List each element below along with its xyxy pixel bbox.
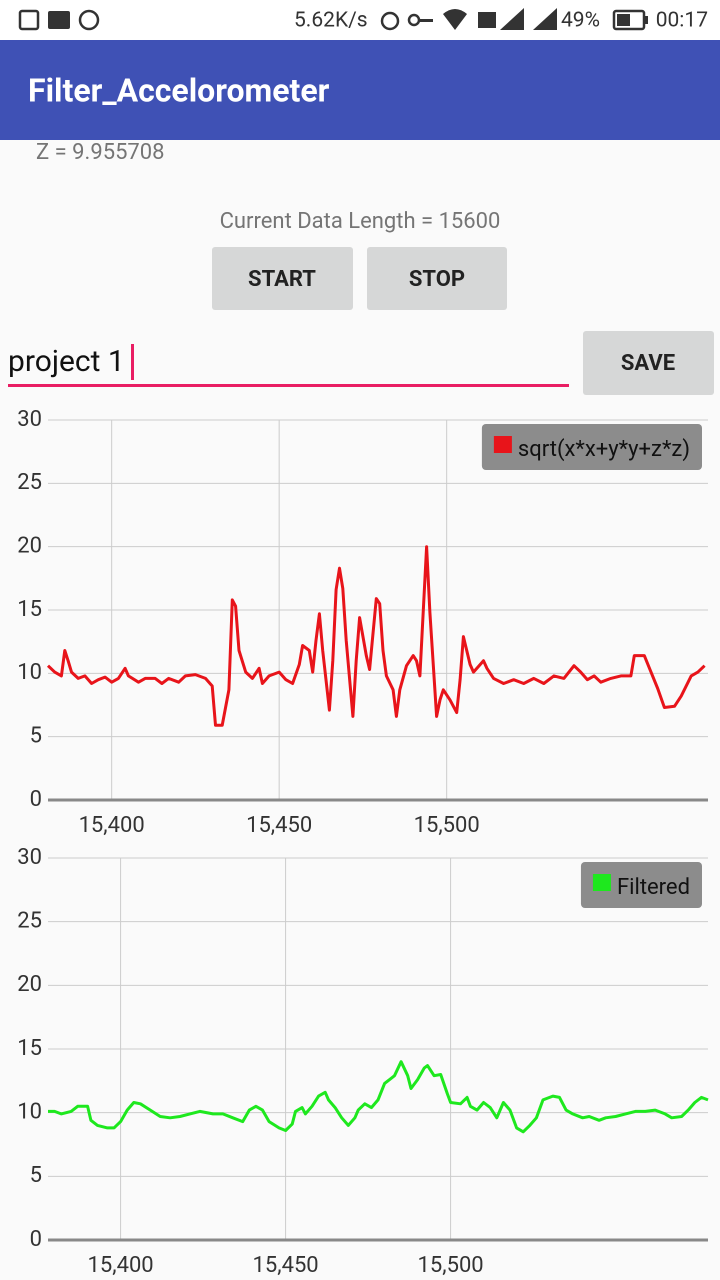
text-cursor	[131, 344, 134, 380]
more-icon	[78, 9, 100, 31]
y-tick-label: 30	[17, 845, 42, 870]
z-label: Z = 9.955708	[36, 140, 165, 165]
project-input[interactable]: project 1	[8, 344, 125, 379]
x-tick-label: 15,500	[418, 1253, 484, 1278]
save-button[interactable]	[583, 331, 714, 395]
y-tick-label: 0	[30, 787, 42, 812]
legend-box	[481, 424, 702, 470]
y-tick-label: 20	[17, 533, 42, 558]
sd-icon	[18, 9, 40, 31]
y-tick-label: 10	[17, 660, 42, 685]
x-tick-label: 15,500	[414, 813, 480, 838]
data-length: Current Data Length = 15600	[220, 209, 501, 234]
start-button[interactable]	[212, 247, 353, 310]
stop-label[interactable]: STOP	[409, 267, 465, 292]
legend-label: sqrt(x*x+y*y+z*z)	[518, 437, 690, 462]
status-bar	[0, 0, 720, 40]
image-icon	[48, 11, 70, 29]
alarm-icon	[380, 11, 400, 31]
net-speed: 5.62K/s	[294, 9, 368, 33]
y-tick-label: 20	[17, 972, 42, 997]
y-tick-label: 5	[30, 1163, 42, 1188]
data-line	[48, 1060, 709, 1134]
app-title: Filter_Accelorometer	[28, 71, 330, 109]
stop-button[interactable]	[367, 247, 507, 310]
input-underline	[8, 384, 569, 387]
battery-percent: 49%	[561, 9, 600, 33]
legend-label: Filtered	[617, 875, 690, 900]
y-tick-label: 30	[17, 407, 42, 432]
y-tick-label: 25	[17, 470, 42, 495]
y-tick-label: 15	[17, 597, 42, 622]
x-tick-label: 15,450	[246, 813, 312, 838]
battery-tip	[645, 16, 648, 24]
legend-box	[580, 862, 702, 908]
y-tick-label: 0	[30, 1227, 42, 1252]
data-line	[46, 545, 706, 727]
status-icons	[18, 8, 648, 31]
clock: 00:17	[656, 9, 708, 33]
app-bar	[0, 40, 720, 140]
legend-swatch	[493, 436, 512, 453]
signal-icon	[533, 8, 557, 30]
y-tick-label: 5	[30, 723, 42, 748]
x-tick-label: 15,400	[79, 813, 145, 838]
save-label[interactable]: SAVE	[621, 351, 675, 376]
y-tick-label: 15	[17, 1036, 42, 1061]
x-tick-label: 15,450	[253, 1253, 319, 1278]
hd-icon	[478, 12, 496, 28]
wifi-icon	[443, 9, 467, 30]
y-tick-label: 10	[17, 1099, 42, 1124]
x-tick-label: 15,400	[88, 1253, 154, 1278]
y-tick-label: 25	[17, 908, 42, 933]
key-icon-stem	[419, 19, 433, 22]
legend-swatch	[592, 874, 611, 891]
start-label[interactable]: START	[248, 267, 316, 292]
signal-icon	[500, 8, 524, 30]
battery-icon	[612, 9, 646, 31]
battery-level	[617, 14, 630, 26]
